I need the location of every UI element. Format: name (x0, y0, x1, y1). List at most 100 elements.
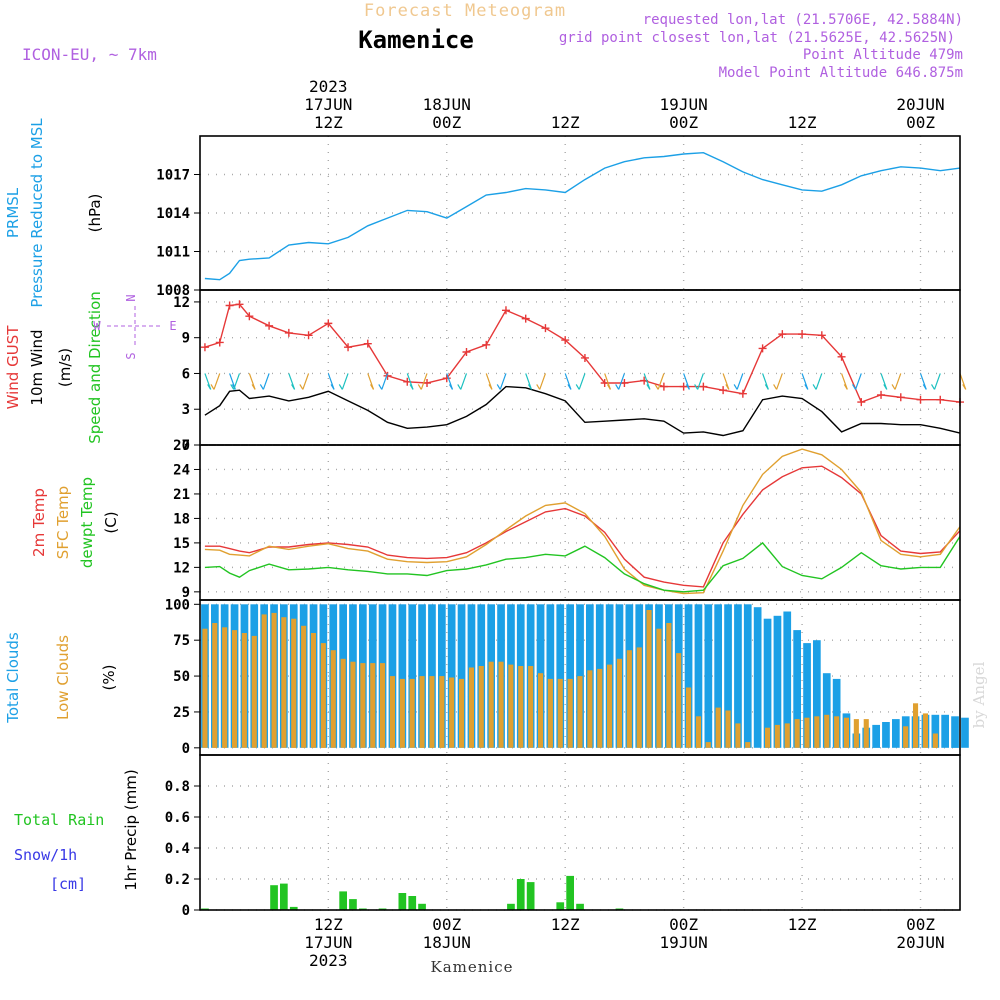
wind-arrow (815, 373, 823, 390)
time-label-top: 17JUN (304, 95, 352, 114)
precip-label-snow: Snow/1h (14, 846, 77, 864)
compass-e: E (169, 319, 176, 333)
bar-clouds (488, 661, 494, 748)
y-tick-label: 1014 (156, 206, 190, 222)
panel-pressure (194, 135, 961, 291)
y-tick-label: 6 (182, 366, 190, 382)
bar-precip (339, 891, 347, 910)
gust-marker (200, 343, 209, 352)
y-tick-label: 15 (173, 536, 190, 552)
model-point-altitude: Model Point Altitude 646.875m (719, 65, 963, 81)
bar-clouds (271, 612, 277, 748)
gust-marker (541, 324, 550, 333)
bar-clouds (360, 663, 366, 748)
y-tick-label: 27 (173, 438, 190, 454)
bar-clouds (784, 723, 790, 748)
y-tick-label: 100 (165, 597, 190, 613)
bar-clouds (941, 714, 949, 748)
bar-precip (516, 879, 525, 910)
time-label-top: 2023 (309, 77, 348, 96)
gust-marker (877, 390, 886, 399)
wind-arrow-head (231, 384, 236, 390)
wind-arrow-head (725, 384, 730, 390)
bar-clouds (607, 664, 613, 748)
gust-marker (600, 379, 609, 387)
y-tick-label: 0.2 (165, 872, 190, 888)
bar-clouds (576, 604, 584, 748)
bar-clouds (626, 650, 632, 748)
bar-clouds (388, 604, 397, 748)
wind-arrow (618, 373, 625, 390)
bar-clouds (557, 678, 563, 748)
panel-clouds (194, 599, 969, 756)
wind-arrow-head (207, 384, 212, 390)
chart-subtitle: Forecast Meteogram (364, 1, 566, 21)
time-label-bottom: 18JUN (423, 933, 471, 952)
wind-arrow (420, 373, 428, 390)
bar-clouds (892, 719, 900, 748)
axis-label: Low Clouds (54, 635, 72, 720)
gust-marker (798, 330, 807, 339)
y-tick-label: 12 (173, 560, 190, 576)
gust-marker (561, 336, 570, 345)
gust-marker (462, 348, 471, 356)
bar-precip (270, 885, 278, 910)
series-line-pressure (204, 151, 961, 281)
bar-clouds (310, 633, 316, 748)
bar-clouds (320, 643, 326, 748)
bar-clouds (853, 719, 859, 748)
bar-clouds (419, 676, 425, 748)
bar-clouds (438, 604, 446, 748)
gust-marker (580, 353, 589, 362)
bar-clouds (704, 604, 713, 748)
time-label-top: 18JUN (423, 95, 471, 114)
bar-clouds (763, 618, 772, 748)
bar-precip (566, 875, 574, 910)
time-label-top: 12Z (314, 113, 343, 132)
footer-place: Kamenice (431, 958, 514, 976)
wind-arrow-head (457, 384, 462, 390)
axis-label: 2m Temp (30, 488, 48, 557)
bar-clouds (409, 678, 415, 748)
gust-marker (719, 386, 728, 395)
gust-marker (936, 395, 945, 404)
y-tick-label: 25 (173, 705, 190, 721)
wind-arrow-head (230, 384, 235, 390)
wind-arrow-head (694, 384, 699, 390)
wind-arrow-head (496, 384, 501, 390)
bar-precip (526, 882, 535, 910)
wind-arrow (302, 373, 310, 390)
bar-clouds (814, 716, 820, 748)
bar-precip (408, 896, 417, 910)
wind-arrow-head (883, 384, 888, 390)
wind-arrow-head (417, 384, 422, 390)
bar-clouds (735, 723, 741, 748)
series-line-sfc-temp (204, 448, 961, 595)
bar-precip (349, 899, 357, 910)
time-label-bottom: 12Z (788, 915, 817, 934)
bar-clouds (408, 604, 417, 748)
wind-arrow (460, 373, 468, 390)
wind-arrow (894, 373, 902, 390)
wind-arrow (736, 373, 744, 390)
wind-arrow-head (448, 384, 454, 390)
y-tick-label: 0.6 (165, 810, 190, 826)
wind-arrow-head (931, 384, 936, 390)
bar-clouds (705, 742, 711, 748)
bar-precip (289, 906, 298, 910)
bar-clouds (931, 714, 940, 748)
bar-clouds (380, 663, 386, 748)
wind-arrow-head (654, 384, 659, 390)
gust-marker (857, 398, 866, 407)
bar-clouds (389, 676, 395, 748)
wind-arrow-head (773, 384, 778, 390)
axis-label: (C) (102, 511, 120, 533)
wind-arrow-head (733, 384, 738, 390)
wind-arrow-head (615, 384, 620, 390)
wind-arrow (213, 373, 221, 390)
wind-arrow (657, 373, 665, 390)
y-tick-label: 18 (173, 511, 190, 527)
wind-arrow-head (764, 384, 769, 390)
precip-label-cm: [cm] (50, 875, 86, 893)
time-label-bottom: 00Z (906, 915, 935, 934)
